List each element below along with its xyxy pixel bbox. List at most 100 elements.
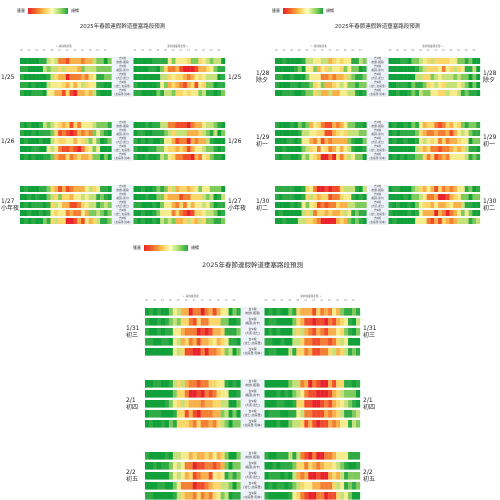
heatmap-cell xyxy=(476,90,481,96)
heatmap-cell xyxy=(46,202,51,208)
heatmap-cell xyxy=(339,210,344,216)
heatmap-cell xyxy=(200,462,205,470)
heatmap-cell xyxy=(204,492,209,500)
heatmap-cell xyxy=(212,328,217,336)
heatmap-cell xyxy=(208,410,213,418)
heatmap-cell xyxy=(438,194,443,200)
heatmap-cell xyxy=(23,146,28,152)
heatmap-cell xyxy=(324,380,329,388)
heatmap-cell xyxy=(23,138,28,144)
heatmap-cell xyxy=(192,308,197,316)
heatmap-cell xyxy=(313,218,318,224)
heatmap-cell xyxy=(284,410,289,418)
heatmap-cell xyxy=(175,66,180,72)
heatmap-cell xyxy=(426,74,431,80)
heatmap-cell xyxy=(103,58,108,64)
heatmap-cell xyxy=(184,400,189,408)
heatmap-cell xyxy=(441,122,446,128)
heatmap-cell xyxy=(216,328,221,336)
heatmap-cell xyxy=(103,138,108,144)
heatmap-cell xyxy=(217,202,222,208)
heatmap-cell xyxy=(457,82,462,88)
heatmap-cell xyxy=(336,452,341,460)
heatmap-cell xyxy=(164,74,168,80)
heatmap-cell xyxy=(320,154,325,160)
heatmap-cell xyxy=(96,146,101,152)
heatmap-cell xyxy=(168,348,174,356)
heatmap-cell xyxy=(35,154,40,160)
day-label: 1/28 除夕 xyxy=(256,70,269,84)
heatmap-cell xyxy=(392,138,397,144)
heatmap-cell xyxy=(347,138,352,144)
hour-tick-label: 18 xyxy=(88,49,92,52)
heatmap-cell xyxy=(344,308,349,316)
heatmap-cell xyxy=(54,210,59,216)
heatmap-cell xyxy=(324,472,329,480)
day-note: 初五 xyxy=(363,475,376,483)
heatmap-cell xyxy=(336,130,340,136)
heatmap-cell xyxy=(419,186,423,192)
heatmap-cell xyxy=(332,390,337,398)
heatmap-cell xyxy=(179,202,184,208)
heatmap-cell xyxy=(340,318,345,326)
heatmap-cell xyxy=(294,210,299,216)
heatmap-cell xyxy=(305,90,310,96)
route-segment: (達仁-太麻里) xyxy=(243,341,262,346)
heatmap-cell xyxy=(441,74,446,80)
heatmap-cell xyxy=(81,210,85,216)
heatmap-cell xyxy=(236,492,241,500)
heatmap-cell xyxy=(272,420,277,428)
heatmap-cell xyxy=(148,138,153,144)
heatmap-cell xyxy=(434,90,439,96)
heatmap-cell xyxy=(430,194,435,200)
heatmap-cell xyxy=(164,308,170,316)
heatmap-cell xyxy=(304,462,309,470)
heatmap-cell xyxy=(156,138,161,144)
route-segment: (太麻里-知本) xyxy=(114,92,131,96)
heatmap-cell xyxy=(336,202,340,208)
heatmap-cell xyxy=(328,218,333,224)
hour-tick-label: 22 xyxy=(232,299,236,302)
heatmap-cell xyxy=(186,58,191,64)
north-direction-label: 東向往臺灣北部 → xyxy=(167,45,189,48)
heatmap-cell xyxy=(228,420,233,428)
heatmap-cell xyxy=(103,218,108,224)
heatmap-cell xyxy=(272,482,277,490)
heatmap-cell xyxy=(58,194,63,200)
heatmap-cell xyxy=(304,410,309,418)
heatmap-cell xyxy=(344,390,349,398)
heatmap-cell xyxy=(228,410,233,418)
heatmap-cell xyxy=(272,400,277,408)
heatmap-cell xyxy=(434,66,439,72)
heatmap-cell xyxy=(472,218,477,224)
route-label: 台1線 (枋寮-楓港) xyxy=(367,185,389,192)
heatmap-cell xyxy=(148,380,154,388)
heatmap-cell xyxy=(160,482,166,490)
heatmap-cell xyxy=(141,154,146,160)
heatmap-cell xyxy=(304,308,309,316)
heatmap-cell xyxy=(58,218,63,224)
heatmap-cell xyxy=(228,328,233,336)
heatmap-cell xyxy=(292,390,297,398)
heatmap-cell xyxy=(172,328,177,336)
heatmap-cell xyxy=(297,90,302,96)
heatmap-cell xyxy=(103,154,108,160)
heatmap-cell xyxy=(175,122,180,128)
heatmap-cell xyxy=(347,66,352,72)
heatmap-cell xyxy=(411,146,416,152)
heatmap-cell xyxy=(156,154,161,160)
route-label: 台9線 (達仁-太麻里) xyxy=(367,81,389,88)
heatmap-cell xyxy=(164,90,168,96)
heatmap-cell xyxy=(54,130,59,136)
south-direction-label: ← 南向往屏東 xyxy=(310,45,327,48)
heatmap-cell xyxy=(304,338,309,346)
heatmap-cell xyxy=(460,154,465,160)
heatmap-cell xyxy=(278,82,283,88)
heatmap-cell xyxy=(434,82,439,88)
heatmap-cell xyxy=(356,380,361,388)
heatmap-cell xyxy=(81,122,85,128)
heatmap-cell xyxy=(441,130,446,136)
heatmap-cell xyxy=(276,348,281,356)
heatmap-cell xyxy=(192,338,197,346)
heatmap-cell xyxy=(392,74,397,80)
